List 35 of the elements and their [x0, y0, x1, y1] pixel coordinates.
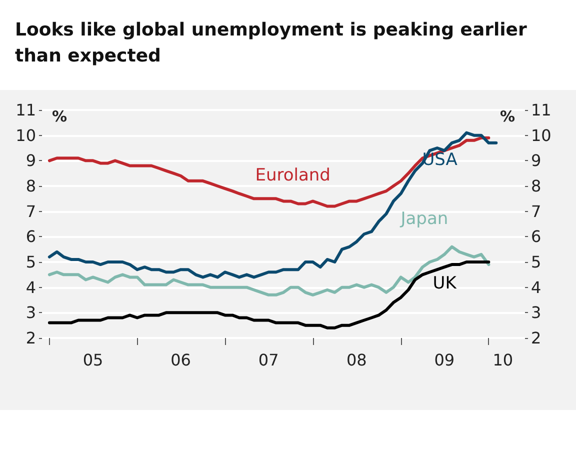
y-tick-label: 3 [26, 303, 36, 322]
x-tick-label: 07 [258, 350, 279, 370]
y2-tick-label: 11 [531, 100, 552, 120]
series-label: Japan [400, 208, 448, 229]
y-tick-label: 7 [26, 202, 36, 221]
y-tick-label: 5 [26, 252, 36, 272]
y2-tick-label: 4 [531, 278, 542, 297]
y2-tick-label: 3 [531, 303, 542, 322]
y-axis-title: % [52, 108, 68, 126]
y-tick-label: 2 [26, 328, 36, 348]
y2-tick-label: 10 [531, 126, 552, 145]
chart-title: Looks like global unemployment is peaking earlier than expected [15, 20, 534, 66]
y-tick-label: 10 [16, 126, 36, 145]
y2-tick-label: 7 [531, 202, 542, 221]
series-label: Euroland [255, 166, 330, 186]
line-series [48, 245, 490, 296]
y2-tick-label: 5 [531, 252, 542, 272]
x-tick-label: 05 [82, 350, 104, 370]
y-tick-label: 6 [26, 227, 36, 246]
line-series [48, 260, 490, 330]
x-tick-label: 08 [346, 350, 367, 370]
y-tick-label: 9 [26, 151, 36, 170]
y2-tick-label: 8 [531, 176, 542, 196]
y2-tick-label: 6 [531, 227, 542, 246]
y-tick-label: 4 [26, 278, 36, 297]
line-series [48, 136, 490, 208]
y2-axis-title: % [500, 108, 515, 126]
x-tick-label: 06 [170, 350, 191, 370]
y2-tick-label: 2 [531, 328, 542, 348]
y-tick-label: 11 [16, 100, 36, 120]
y-tick-label: 8 [26, 176, 36, 196]
y2-tick-label: 9 [531, 151, 542, 170]
x-tick-label: 10 [492, 350, 514, 370]
x-tick-label: 09 [434, 350, 455, 370]
series-label: UK [432, 274, 458, 294]
